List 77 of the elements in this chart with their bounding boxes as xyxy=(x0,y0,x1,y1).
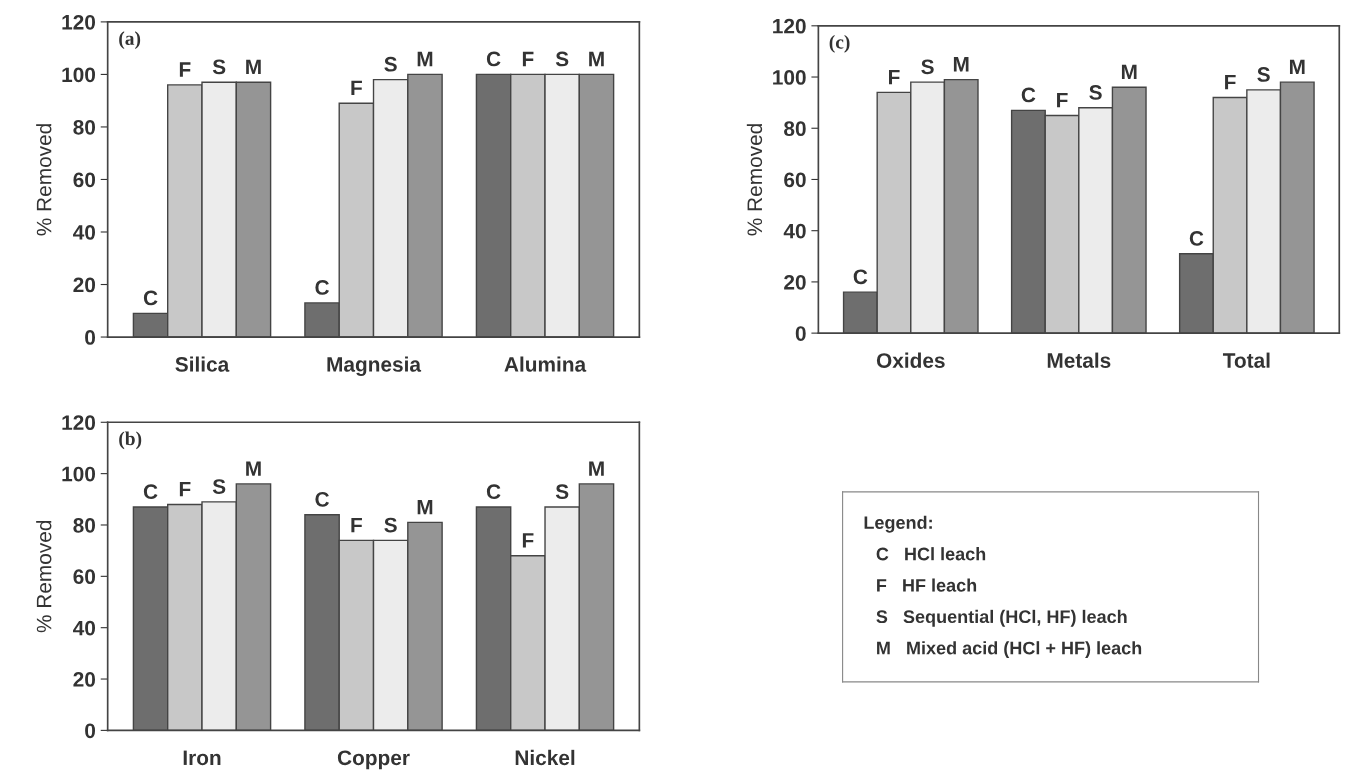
x-tick-label: Total xyxy=(1222,352,1270,368)
y-tick-label: 80 xyxy=(784,121,806,136)
y-tick-label: 60 xyxy=(784,172,806,188)
text: M xyxy=(417,51,433,67)
y-tick-label: 0 xyxy=(795,326,806,341)
text: C xyxy=(486,484,501,500)
x-tick-label: Oxides xyxy=(876,352,945,368)
y-axis-title: % Removed xyxy=(36,124,52,236)
text: C xyxy=(1189,231,1204,246)
text: S xyxy=(1089,85,1102,100)
text: F xyxy=(1225,75,1236,90)
y-tick-label: 40 xyxy=(783,223,806,239)
y-tick-label: 80 xyxy=(73,517,96,533)
text: M Mixed acid (HCl + HF) leach xyxy=(877,641,1142,659)
series-label: C xyxy=(143,290,158,306)
series-label: F xyxy=(889,69,900,85)
text: M xyxy=(589,51,604,67)
x-tick-label: Nickel xyxy=(515,749,575,766)
y-tick-label: 0 xyxy=(85,723,96,739)
text: F xyxy=(522,51,534,67)
chart-title: (a) xyxy=(119,31,141,49)
series-label: C xyxy=(1021,87,1036,103)
text: C xyxy=(486,51,501,67)
series-label: C xyxy=(143,484,158,500)
y-tick-label: 20 xyxy=(784,274,806,290)
series-label: F xyxy=(522,533,534,548)
y-tick-label: 100 xyxy=(62,466,96,482)
text: C xyxy=(853,269,868,285)
text: C xyxy=(315,491,330,507)
y-tick-label: 80 xyxy=(73,119,96,135)
text: S xyxy=(555,484,569,500)
chart-title: (b) xyxy=(119,431,142,450)
text: F xyxy=(351,517,362,533)
y-axis-title: % Removed xyxy=(746,124,763,236)
text: S xyxy=(384,517,397,533)
x-tick-label: Alumina xyxy=(504,356,587,372)
y-tick-label: 120 xyxy=(62,14,96,30)
chart-title: (c) xyxy=(829,35,850,53)
y-tick-label: 60 xyxy=(73,172,96,188)
text: S xyxy=(212,59,226,75)
x-tick-label: Copper xyxy=(337,750,410,770)
text: F xyxy=(179,481,191,497)
y-tick-label: 40 xyxy=(73,224,96,240)
y-tick-label: 120 xyxy=(62,415,96,431)
text: S xyxy=(555,51,569,67)
x-tick-label: Metals xyxy=(1047,352,1111,368)
text: M xyxy=(417,499,433,515)
y-axis-title: % Removed xyxy=(36,520,52,633)
text: F xyxy=(1057,92,1068,108)
y-tick-label: 60 xyxy=(73,569,96,585)
y-tick-label: 20 xyxy=(73,277,96,293)
text: C HCl leach xyxy=(876,547,986,561)
x-tick-label: Magnesia xyxy=(327,356,422,376)
y-tick-label: 100 xyxy=(62,67,96,83)
text: F xyxy=(179,62,191,77)
y-tick-label: 20 xyxy=(73,672,96,687)
x-tick-label: Iron xyxy=(183,750,221,766)
series-label: M xyxy=(246,461,261,476)
text: C xyxy=(315,280,330,295)
series-label: F xyxy=(351,80,362,96)
series-label: M xyxy=(246,59,261,75)
series-label: S xyxy=(1257,67,1270,82)
series-label: M xyxy=(1121,64,1137,80)
y-tick-label: 100 xyxy=(773,70,806,85)
y-tick-label: 120 xyxy=(773,18,806,34)
text: S Sequential (HCl, HF) leach xyxy=(876,609,1127,627)
text: M xyxy=(953,57,969,72)
text: S xyxy=(921,59,934,75)
y-tick-label: 0 xyxy=(85,330,96,345)
text: M xyxy=(1289,59,1305,74)
x-tick-label: Silica xyxy=(175,356,230,372)
text: Legend: xyxy=(864,515,932,533)
text: M xyxy=(589,461,604,476)
y-tick-label: 40 xyxy=(73,620,96,636)
series-label: S xyxy=(212,479,226,494)
text: F HF leach xyxy=(877,578,977,592)
series-label: S xyxy=(384,56,397,72)
